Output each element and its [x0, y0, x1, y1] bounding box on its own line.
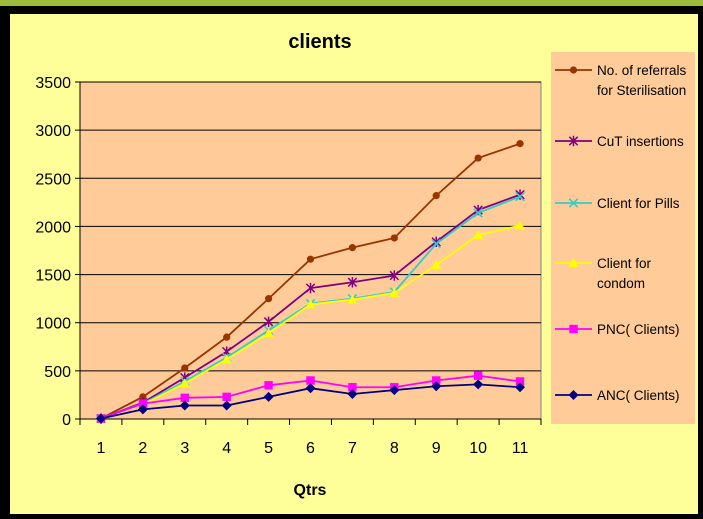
data-point: [432, 192, 440, 200]
data-point: [390, 234, 398, 242]
data-point: [431, 236, 441, 248]
y-tick-label: 1000: [35, 316, 71, 333]
legend-item-4: PNC( Clients): [555, 322, 680, 337]
data-point: [432, 376, 441, 385]
legend-item-5: ANC( Clients): [555, 388, 680, 403]
data-point: [515, 220, 526, 230]
y-tick-label: 1500: [35, 268, 71, 285]
chart-panel: clients 0 500 1000 1500 2000 2500 3000 3500 1 2 3…: [10, 14, 698, 514]
x-tick-label: 10: [469, 440, 487, 457]
data-point: [222, 392, 231, 402]
x-tick-label: 7: [348, 440, 357, 457]
legend: No. of referrals for Sterilisation CuT ins…: [555, 63, 687, 403]
data-point: [389, 385, 400, 396]
x-tick-label: 9: [432, 440, 441, 457]
x-tick-label: 8: [390, 440, 399, 457]
data-point: [263, 328, 274, 338]
data-point: [389, 287, 400, 297]
legend-label: Client for Pills: [597, 196, 680, 211]
x-axis: 1 2 3 4 5 6 7 8 9 10 11: [79, 418, 542, 457]
x-axis-label: Qtrs: [294, 482, 327, 499]
legend-label: PNC( Clients): [597, 322, 680, 337]
series-5: [95, 379, 526, 424]
y-tick-label: 2500: [35, 171, 71, 188]
data-point: [473, 208, 483, 218]
legend-label: CuT insertions: [597, 134, 684, 149]
data-point: [568, 258, 579, 267]
data-point: [431, 381, 442, 392]
legend-item-0: No. of referrals for Sterilisation: [555, 63, 687, 98]
data-point: [221, 400, 232, 411]
y-tick-label: 0: [62, 412, 71, 429]
data-point: [347, 388, 358, 399]
data-point: [305, 299, 316, 309]
data-point: [347, 277, 358, 288]
data-point: [264, 381, 273, 390]
data-point: [389, 270, 400, 281]
data-point: [515, 382, 526, 393]
data-point: [306, 255, 315, 263]
data-point: [306, 376, 315, 385]
data-point: [223, 333, 231, 341]
chart-title: clients: [288, 31, 351, 53]
data-point: [516, 140, 524, 148]
data-point: [179, 378, 190, 388]
legend-item-1: CuT insertions: [555, 134, 684, 149]
data-point: [473, 230, 484, 240]
data-point: [515, 377, 525, 386]
data-point: [138, 399, 148, 408]
x-tick-label: 4: [222, 440, 231, 457]
y-tick-label: 3500: [35, 75, 71, 92]
data-point: [263, 391, 274, 402]
y-tick-label: 3000: [35, 123, 71, 140]
legend-item-3: Client for condom: [555, 256, 652, 291]
data-point: [305, 383, 316, 394]
data-point: [139, 393, 147, 401]
legend-label: No. of referrals for Sterilisation: [597, 63, 687, 98]
data-point: [473, 371, 483, 380]
data-point: [305, 282, 316, 294]
data-point: [431, 238, 441, 249]
x-tick-label: 6: [306, 440, 315, 457]
x-tick-label: 1: [97, 440, 106, 457]
data-point: [221, 354, 232, 364]
x-tick-label: 3: [180, 440, 189, 457]
y-tick-label: 2000: [35, 219, 71, 236]
y-axis: 0 500 1000 1500 2000 2500 3000 3500: [35, 75, 81, 429]
data-point: [515, 191, 525, 202]
data-point: [348, 383, 357, 392]
data-point: [180, 393, 189, 403]
data-point: [179, 400, 190, 411]
y-tick-label: 500: [44, 364, 71, 381]
data-point: [473, 379, 484, 390]
data-point: [568, 198, 579, 208]
data-point: [137, 404, 148, 415]
x-tick-label: 2: [138, 440, 147, 457]
legend-item-2: Client for Pills: [555, 196, 680, 211]
data-point: [474, 154, 482, 162]
data-point: [263, 316, 274, 327]
data-point: [569, 324, 578, 334]
x-tick-label: 5: [264, 440, 273, 457]
data-point: [181, 364, 189, 372]
data-point: [431, 259, 442, 269]
x-tick-label: 11: [512, 440, 529, 457]
data-point: [569, 66, 578, 74]
legend-label: ANC( Clients): [597, 388, 680, 403]
series-layer: [95, 140, 526, 424]
data-point: [264, 295, 273, 303]
data-point: [568, 135, 579, 147]
data-point: [95, 413, 106, 424]
data-point: [347, 294, 358, 304]
gridlines: [80, 81, 541, 372]
line-chart: clients 0 500 1000 1500 2000 2500 3000 3500 1 2 3…: [35, 31, 695, 499]
legend-box: [551, 52, 695, 424]
plot-area: [79, 81, 542, 420]
legend-label: Client for condom: [597, 256, 652, 291]
data-point: [568, 390, 579, 400]
data-point: [348, 244, 357, 252]
top-strip: [0, 0, 703, 6]
